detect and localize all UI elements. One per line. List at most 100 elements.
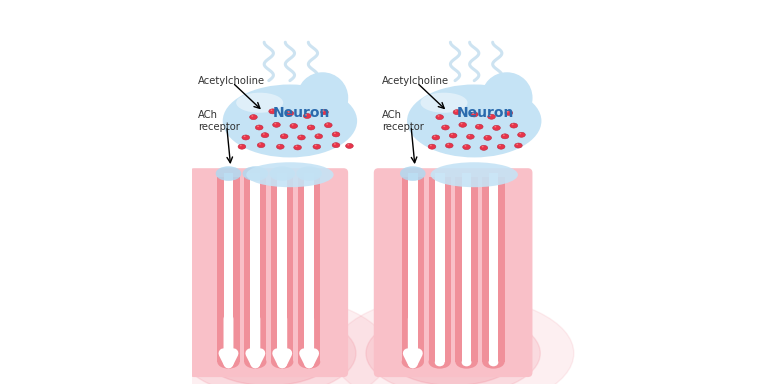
Bar bbox=[271, 177, 277, 362]
Ellipse shape bbox=[432, 135, 439, 140]
Ellipse shape bbox=[334, 143, 336, 145]
Ellipse shape bbox=[223, 359, 233, 366]
Ellipse shape bbox=[263, 133, 265, 135]
Ellipse shape bbox=[482, 146, 484, 147]
Bar bbox=[488, 173, 498, 362]
Text: Acetylcholine: Acetylcholine bbox=[382, 76, 449, 86]
Ellipse shape bbox=[462, 359, 472, 366]
Ellipse shape bbox=[346, 144, 353, 149]
Ellipse shape bbox=[290, 124, 297, 128]
Ellipse shape bbox=[298, 355, 320, 369]
Ellipse shape bbox=[303, 114, 311, 118]
Ellipse shape bbox=[515, 143, 522, 148]
Ellipse shape bbox=[271, 355, 293, 369]
Ellipse shape bbox=[482, 355, 505, 369]
Ellipse shape bbox=[429, 355, 451, 369]
Ellipse shape bbox=[298, 135, 305, 140]
Ellipse shape bbox=[270, 166, 295, 181]
Ellipse shape bbox=[251, 115, 253, 117]
Bar bbox=[462, 173, 472, 362]
Ellipse shape bbox=[247, 162, 333, 187]
Ellipse shape bbox=[498, 144, 505, 149]
Text: Acetylcholine: Acetylcholine bbox=[198, 76, 265, 86]
Ellipse shape bbox=[313, 144, 321, 149]
Ellipse shape bbox=[300, 136, 301, 137]
Ellipse shape bbox=[516, 144, 518, 145]
Ellipse shape bbox=[280, 134, 288, 139]
Bar bbox=[223, 173, 233, 179]
Ellipse shape bbox=[462, 145, 470, 150]
Ellipse shape bbox=[408, 359, 418, 366]
Ellipse shape bbox=[510, 123, 518, 128]
Text: ACh
receptor: ACh receptor bbox=[198, 110, 240, 132]
Ellipse shape bbox=[470, 112, 478, 117]
Ellipse shape bbox=[321, 110, 329, 115]
Ellipse shape bbox=[269, 109, 276, 114]
Ellipse shape bbox=[434, 136, 435, 137]
Bar bbox=[244, 177, 250, 362]
Ellipse shape bbox=[309, 126, 311, 127]
Ellipse shape bbox=[430, 145, 432, 146]
Bar bbox=[217, 177, 223, 362]
Ellipse shape bbox=[296, 146, 297, 147]
Bar bbox=[277, 173, 287, 362]
Ellipse shape bbox=[347, 144, 349, 146]
Ellipse shape bbox=[148, 295, 389, 384]
Ellipse shape bbox=[442, 125, 449, 130]
Ellipse shape bbox=[332, 132, 339, 137]
Ellipse shape bbox=[315, 145, 316, 146]
Ellipse shape bbox=[447, 144, 449, 145]
Bar bbox=[277, 173, 287, 179]
Ellipse shape bbox=[305, 114, 307, 116]
Ellipse shape bbox=[431, 162, 518, 187]
Bar bbox=[488, 173, 498, 179]
Ellipse shape bbox=[277, 359, 287, 366]
Ellipse shape bbox=[429, 144, 435, 149]
Ellipse shape bbox=[240, 145, 242, 146]
Ellipse shape bbox=[465, 145, 466, 147]
Ellipse shape bbox=[488, 359, 498, 366]
Ellipse shape bbox=[288, 111, 290, 113]
Ellipse shape bbox=[402, 355, 424, 369]
Ellipse shape bbox=[296, 166, 322, 181]
Ellipse shape bbox=[326, 123, 328, 125]
Ellipse shape bbox=[261, 133, 269, 138]
Ellipse shape bbox=[257, 142, 265, 148]
Ellipse shape bbox=[217, 355, 240, 369]
Ellipse shape bbox=[278, 145, 280, 146]
Ellipse shape bbox=[223, 84, 357, 157]
Ellipse shape bbox=[407, 84, 541, 157]
Ellipse shape bbox=[250, 115, 257, 120]
Bar bbox=[435, 173, 445, 362]
Ellipse shape bbox=[455, 355, 478, 369]
Ellipse shape bbox=[316, 134, 319, 136]
Ellipse shape bbox=[386, 321, 520, 384]
Ellipse shape bbox=[436, 115, 443, 120]
Ellipse shape bbox=[243, 136, 246, 137]
Bar bbox=[455, 177, 462, 362]
Bar bbox=[445, 177, 451, 362]
Ellipse shape bbox=[505, 111, 513, 115]
Bar bbox=[429, 177, 435, 362]
Ellipse shape bbox=[468, 135, 470, 136]
Ellipse shape bbox=[276, 144, 284, 149]
Bar bbox=[304, 173, 314, 179]
Bar bbox=[250, 173, 260, 362]
Ellipse shape bbox=[286, 111, 293, 116]
Ellipse shape bbox=[237, 93, 283, 113]
Ellipse shape bbox=[182, 311, 356, 384]
Ellipse shape bbox=[511, 124, 514, 125]
Ellipse shape bbox=[484, 136, 492, 141]
Ellipse shape bbox=[257, 126, 259, 127]
Ellipse shape bbox=[451, 134, 453, 135]
Ellipse shape bbox=[485, 136, 488, 137]
Ellipse shape bbox=[255, 125, 263, 130]
Ellipse shape bbox=[333, 295, 574, 384]
Circle shape bbox=[298, 73, 347, 123]
Ellipse shape bbox=[292, 124, 293, 126]
Bar bbox=[304, 173, 314, 362]
Ellipse shape bbox=[323, 110, 324, 112]
Ellipse shape bbox=[453, 110, 461, 115]
Bar bbox=[250, 173, 260, 179]
Ellipse shape bbox=[244, 355, 266, 369]
